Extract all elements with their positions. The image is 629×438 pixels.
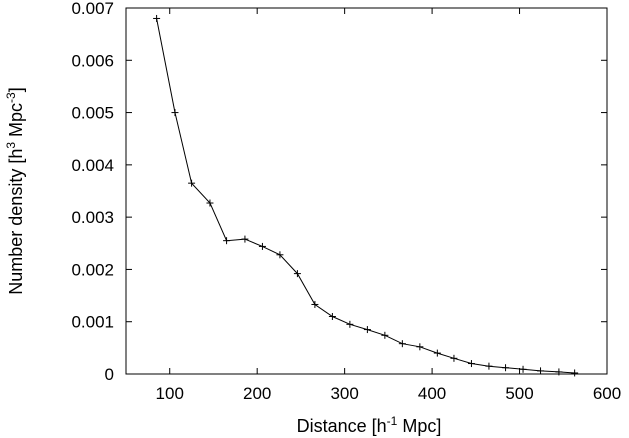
y-tick-label: 0.006 [71,51,114,70]
data-point [502,364,510,372]
y-tick-label: 0.004 [71,156,114,175]
data-point [467,360,475,368]
y-axis-label: Number density [h3 Mpc-3] [4,87,26,294]
data-markers [153,14,579,377]
data-point [258,242,266,250]
data-point [571,369,579,377]
tick-labels: 100 200 300 400 500 600 0 0.001 0.002 0.003 0.004 0… [71,0,621,403]
data-point [346,320,354,328]
y-tick-label: 0 [105,365,114,384]
x-axis-label: Distance [h-1 Mpc] [297,414,442,436]
data-point [171,109,179,117]
plot-frame [125,7,608,375]
data-point [485,362,493,370]
data-point [433,349,441,357]
data-point [519,365,527,373]
series-line [156,18,575,374]
x-tick-label: 500 [505,384,533,403]
data-point [241,235,249,243]
data-point [450,354,458,362]
x-tick-label: 600 [593,384,621,403]
data-point [276,251,284,259]
data-point [381,331,389,339]
data-point [223,237,231,245]
data-point [537,367,545,375]
y-tick-label: 0.002 [71,260,114,279]
y-tick-label: 0.001 [71,313,114,332]
x-tick-label: 300 [330,384,358,403]
x-tick-label: 100 [156,384,184,403]
data-point [328,312,336,320]
data-point [293,270,301,278]
y-tick-label: 0.007 [71,0,114,18]
data-point [416,343,424,351]
x-tick-label: 200 [243,384,271,403]
data-point [206,199,214,207]
data-point [153,14,161,22]
data-point [188,179,196,187]
data-point [363,326,371,334]
data-point [555,368,563,376]
y-tick-label: 0.005 [71,104,114,123]
data-point [398,340,406,348]
x-tick-label: 400 [418,384,446,403]
y-tick-label: 0.003 [71,208,114,227]
data-point [311,300,319,308]
ticks [126,7,608,375]
